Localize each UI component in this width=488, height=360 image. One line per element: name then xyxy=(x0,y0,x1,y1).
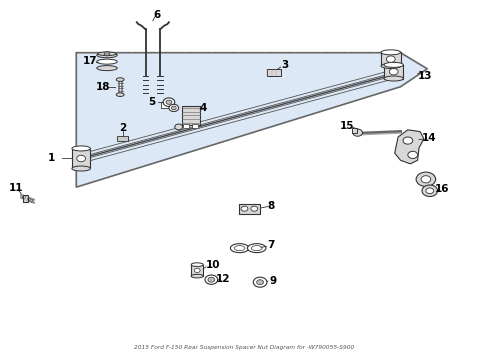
Ellipse shape xyxy=(194,268,200,273)
Circle shape xyxy=(165,100,171,104)
Ellipse shape xyxy=(383,62,403,67)
Circle shape xyxy=(207,277,214,282)
Text: 1: 1 xyxy=(48,153,56,163)
Circle shape xyxy=(421,185,437,197)
Circle shape xyxy=(407,151,417,158)
Text: 14: 14 xyxy=(421,133,435,143)
Text: 2: 2 xyxy=(119,123,126,133)
Text: 11: 11 xyxy=(9,183,23,193)
Ellipse shape xyxy=(191,274,203,278)
Circle shape xyxy=(168,104,178,112)
Circle shape xyxy=(352,129,362,136)
Bar xyxy=(72,149,90,168)
Circle shape xyxy=(415,172,435,186)
Text: 16: 16 xyxy=(434,184,448,194)
Text: 17: 17 xyxy=(82,56,97,66)
Bar xyxy=(238,204,260,214)
Circle shape xyxy=(241,206,247,211)
Bar xyxy=(181,106,200,125)
Circle shape xyxy=(253,277,266,287)
Circle shape xyxy=(425,188,433,194)
Bar xyxy=(380,52,400,66)
Circle shape xyxy=(171,106,176,110)
Ellipse shape xyxy=(380,63,400,68)
Ellipse shape xyxy=(383,76,403,81)
Ellipse shape xyxy=(191,263,203,266)
Text: 2015 Ford F-150 Rear Suspension Spacer Nut Diagram for -W790055-S900: 2015 Ford F-150 Rear Suspension Spacer N… xyxy=(134,345,354,350)
Bar xyxy=(191,125,197,128)
Ellipse shape xyxy=(116,78,124,81)
Text: 18: 18 xyxy=(96,82,110,93)
Ellipse shape xyxy=(380,50,400,55)
Circle shape xyxy=(104,51,110,56)
Ellipse shape xyxy=(97,66,117,71)
Ellipse shape xyxy=(251,246,262,251)
Bar xyxy=(191,265,203,276)
Ellipse shape xyxy=(72,166,90,171)
Ellipse shape xyxy=(388,68,397,75)
Ellipse shape xyxy=(247,244,265,253)
Bar xyxy=(117,136,128,141)
Text: 3: 3 xyxy=(281,60,288,70)
Text: 8: 8 xyxy=(267,201,274,211)
Bar xyxy=(266,69,280,76)
Ellipse shape xyxy=(230,244,248,253)
Bar xyxy=(22,195,27,202)
Circle shape xyxy=(163,98,174,107)
Ellipse shape xyxy=(77,155,85,162)
Ellipse shape xyxy=(116,93,124,96)
Text: 15: 15 xyxy=(339,121,353,131)
Ellipse shape xyxy=(98,52,116,55)
Text: 5: 5 xyxy=(148,97,155,107)
Text: 6: 6 xyxy=(153,10,160,20)
Circle shape xyxy=(174,124,182,130)
Text: 13: 13 xyxy=(417,71,431,81)
Polygon shape xyxy=(76,53,427,187)
Text: 4: 4 xyxy=(199,103,206,113)
Circle shape xyxy=(402,137,412,144)
Circle shape xyxy=(250,206,257,211)
Polygon shape xyxy=(394,130,423,164)
Text: 9: 9 xyxy=(269,276,276,286)
Ellipse shape xyxy=(97,59,117,64)
Ellipse shape xyxy=(234,246,244,251)
Circle shape xyxy=(256,280,263,285)
Circle shape xyxy=(204,275,217,284)
Text: 12: 12 xyxy=(215,274,230,284)
Bar xyxy=(182,125,189,128)
Bar xyxy=(383,65,403,78)
Text: 7: 7 xyxy=(267,240,274,250)
Circle shape xyxy=(420,176,430,183)
Ellipse shape xyxy=(72,146,90,151)
Bar xyxy=(161,102,168,108)
Bar xyxy=(351,128,356,134)
Text: 10: 10 xyxy=(205,260,220,270)
Ellipse shape xyxy=(97,53,117,58)
Ellipse shape xyxy=(386,56,394,62)
